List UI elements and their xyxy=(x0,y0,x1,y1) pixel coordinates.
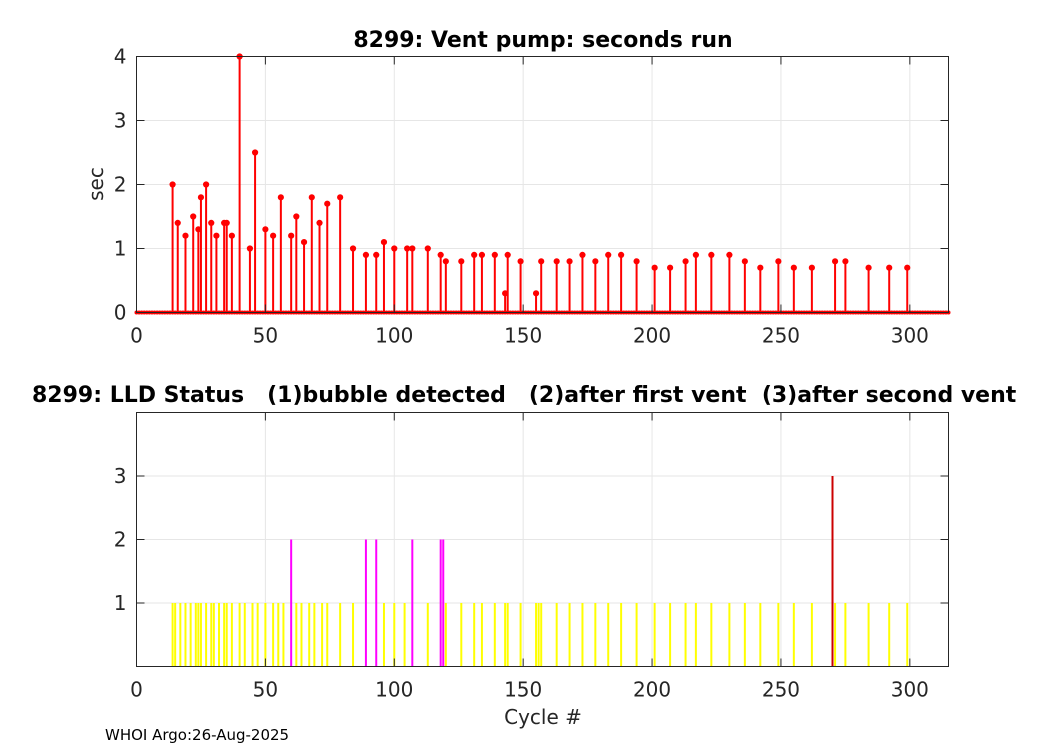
vent-pump-marker xyxy=(270,232,277,239)
vent-pump-xtick-label: 150 xyxy=(504,324,542,348)
vent-pump-marker xyxy=(692,251,699,258)
vent-pump-marker xyxy=(504,251,511,258)
lld-status-xtick-label: 250 xyxy=(762,678,800,702)
vent-pump-marker xyxy=(391,245,398,252)
vent-pump-marker xyxy=(316,219,323,226)
vent-pump-marker xyxy=(458,258,465,265)
vent-pump-marker xyxy=(553,258,560,265)
vent-pump-marker xyxy=(437,251,444,258)
vent-pump-marker xyxy=(651,264,658,271)
vent-pump-marker xyxy=(262,226,269,233)
lld-status-ytick-label: 2 xyxy=(114,528,127,552)
vent-pump-marker xyxy=(349,245,357,252)
vent-pump-ytick-label: 3 xyxy=(114,109,127,133)
vent-pump-xtick-label: 100 xyxy=(375,324,413,348)
vent-pump-marker xyxy=(324,200,331,207)
vent-pump-marker xyxy=(491,251,498,258)
vent-pump-marker xyxy=(308,194,315,201)
lld-status-stems xyxy=(171,476,909,667)
vent-pump-marker xyxy=(380,239,388,246)
vent-pump-xtick-label: 50 xyxy=(253,324,278,348)
vent-pump-marker xyxy=(538,258,545,265)
vent-pump-marker xyxy=(478,251,486,258)
vent-pump-marker xyxy=(708,251,715,258)
lld-status-xtick-label: 150 xyxy=(504,678,542,702)
vent-pump-marker xyxy=(726,251,733,258)
vent-pump-marker xyxy=(790,264,797,271)
lld-status-title: 8299: LLD Status (1)bubble detected (2)a… xyxy=(32,383,1017,408)
vent-pump-ytick-label: 0 xyxy=(114,301,127,325)
lld-status-xtick-label: 200 xyxy=(633,678,671,702)
vent-pump-marker xyxy=(517,258,524,265)
lld-status-grid xyxy=(136,412,949,667)
lld-status-xtick-label: 100 xyxy=(375,678,413,702)
vent-pump-marker xyxy=(842,258,849,265)
vent-pump-marker xyxy=(579,251,586,258)
vent-pump-xtick-label: 300 xyxy=(891,324,929,348)
vent-pump-xtick-label: 0 xyxy=(130,324,143,348)
vent-pump-marker xyxy=(592,258,599,265)
vent-pump-ytick-label: 1 xyxy=(114,237,127,261)
vent-pump-marker xyxy=(424,245,431,252)
vent-pump-marker xyxy=(442,258,449,265)
vent-pump-marker xyxy=(288,232,295,239)
vent-pump-marker xyxy=(409,245,416,252)
vent-pump-marker xyxy=(190,213,197,220)
vent-pump-marker xyxy=(605,251,612,258)
lld-status-panel: 0 50 100 150 200 250 300 1 2 3 8299: LLD Status (… xyxy=(32,383,1017,729)
vent-pump-ylabel: sec xyxy=(84,167,108,201)
vent-pump-marker xyxy=(532,290,540,297)
vent-pump-marker xyxy=(682,258,689,265)
vent-pump-ytick-label: 2 xyxy=(114,173,127,197)
vent-pump-marker xyxy=(831,258,839,265)
vent-pump-marker xyxy=(213,232,220,239)
vent-pump-marker xyxy=(618,251,625,258)
vent-pump-marker xyxy=(223,219,230,226)
vent-pump-marker xyxy=(169,181,176,188)
vent-pump-ytick-label: 4 xyxy=(114,45,127,69)
vent-pump-marker xyxy=(182,232,189,239)
lld-status-xlabel: Cycle # xyxy=(504,705,582,729)
vent-pump-marker xyxy=(293,213,300,220)
vent-pump-marker xyxy=(300,239,308,246)
vent-pump-marker xyxy=(471,251,478,258)
vent-pump-marker xyxy=(277,194,284,201)
vent-pump-marker xyxy=(633,258,640,265)
vent-pump-panel: 0 50 100 150 200 250 300 0 1 2 3 4 8299: Vent pump:… xyxy=(84,28,951,348)
vent-pump-marker xyxy=(566,258,573,265)
vent-pump-marker xyxy=(808,264,815,271)
vent-pump-marker xyxy=(203,181,210,188)
lld-status-ytick-label: 3 xyxy=(114,464,127,488)
vent-pump-marker xyxy=(228,232,235,239)
vent-pump-title: 8299: Vent pump: seconds run xyxy=(353,28,732,53)
vent-pump-marker xyxy=(404,245,411,252)
vent-pump-marker xyxy=(757,264,764,271)
vent-pump-marker xyxy=(362,251,370,258)
lld-status-xtick-label: 50 xyxy=(253,678,278,702)
footer-credit: WHOI Argo:26-Aug-2025 xyxy=(105,726,290,744)
vent-pump-marker xyxy=(667,264,674,271)
vent-pump-marker xyxy=(208,219,215,226)
vent-pump-marker xyxy=(904,264,911,271)
vent-pump-marker xyxy=(865,264,872,271)
vent-pump-marker xyxy=(246,245,254,252)
vent-pump-marker xyxy=(174,219,181,226)
lld-status-ticks: 0 50 100 150 200 250 300 1 2 3 xyxy=(114,412,949,702)
vent-pump-marker xyxy=(886,264,893,271)
vent-pump-xtick-label: 250 xyxy=(762,324,800,348)
vent-pump-marker xyxy=(741,258,748,265)
vent-pump-marker xyxy=(775,258,782,265)
vent-pump-marker xyxy=(373,251,380,258)
vent-pump-marker xyxy=(251,149,259,156)
vent-pump-marker xyxy=(197,194,205,201)
lld-status-xtick-label: 300 xyxy=(891,678,929,702)
vent-pump-xtick-label: 200 xyxy=(633,324,671,348)
lld-status-ytick-label: 1 xyxy=(114,591,127,615)
lld-status-xtick-label: 0 xyxy=(130,678,143,702)
vent-pump-marker xyxy=(337,194,344,201)
vent-pump-ticks: 0 50 100 150 200 250 300 0 1 2 3 4 xyxy=(114,45,949,348)
